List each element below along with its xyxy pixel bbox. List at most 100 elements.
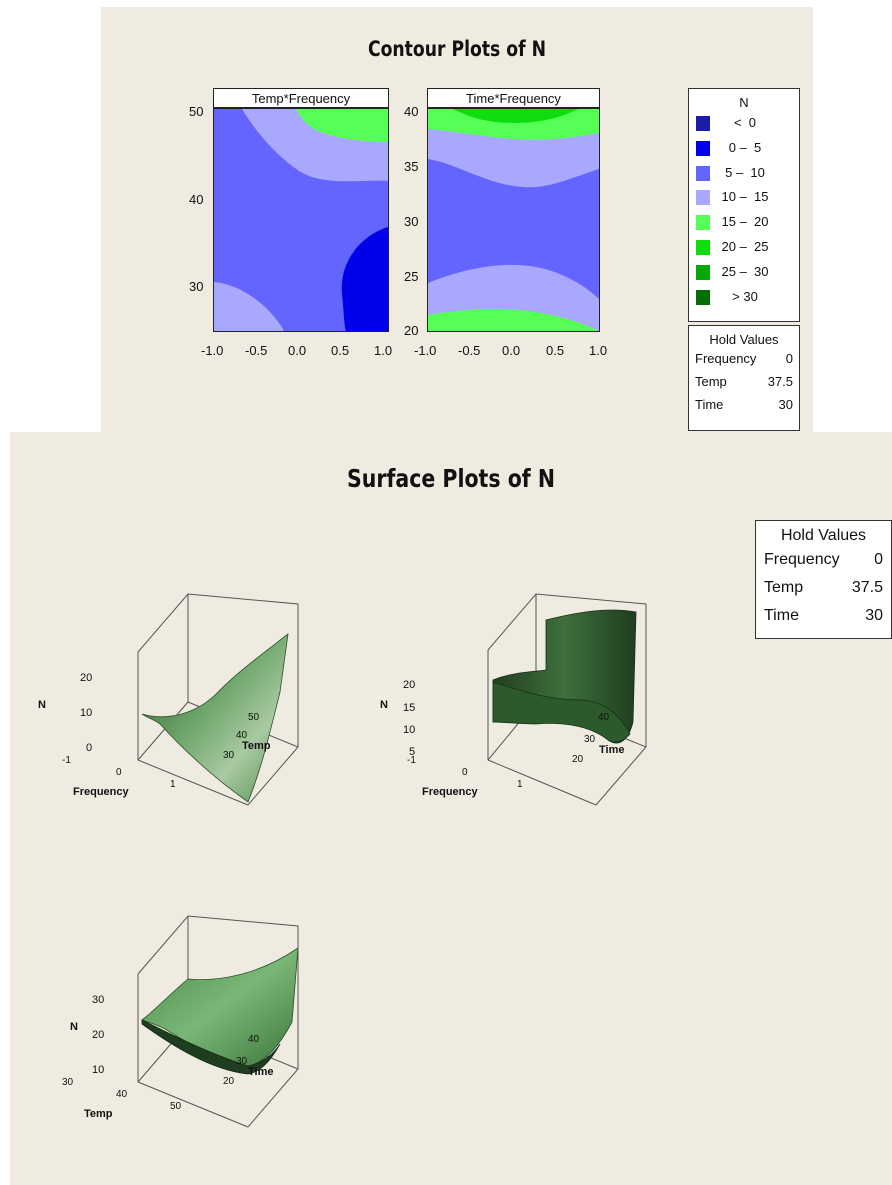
plot-strip-label: Time*Frequency	[427, 88, 600, 108]
legend-label: 20 – 25	[721, 238, 769, 254]
legend-item: 15 – 20	[689, 211, 799, 236]
hold-value-name: Temp	[695, 374, 727, 389]
y-tick-label: 35	[404, 159, 419, 174]
y-tick-label: 25	[404, 269, 419, 284]
contour-region-15-20-bottom	[428, 308, 599, 331]
hold-value-row: Frequency 0	[695, 351, 793, 374]
legend-swatch	[696, 116, 710, 131]
x-tick-label: -0.5	[458, 343, 481, 358]
z-axis-label: N	[380, 699, 388, 711]
surface-axes-box	[487, 593, 647, 806]
z-tick-label: 5	[409, 746, 416, 758]
hold-value-name: Frequency	[695, 351, 757, 366]
y-tick-label: 30	[404, 214, 419, 229]
contour-plot-area	[213, 108, 389, 332]
x-tick-label: -1.0	[414, 343, 437, 358]
y-tick-label: 30	[223, 750, 235, 761]
contour-plot-area	[427, 108, 600, 332]
z-tick-label: 20	[80, 672, 93, 684]
y-tick-label: 20	[223, 1076, 235, 1087]
z-tick-label: 20	[403, 679, 416, 691]
z-tick-label: 10	[92, 1064, 105, 1076]
x-tick-label: 0.5	[331, 343, 350, 358]
z-tick-label: 10	[80, 707, 93, 719]
surface-plot-temp-time: 30 20 10 N 30 40 50 Temp 40 30 20 Time	[62, 894, 370, 1144]
x-tick-label: 0	[462, 767, 468, 778]
y-axis-label: Time	[248, 1066, 274, 1078]
hold-value-row: Time 30	[695, 397, 793, 420]
surface-plot-frequency-temp: 20 10 0 N -1 0 1 Frequency 50 40 30 Temp	[38, 572, 370, 822]
hold-value-row: Temp 37.5	[695, 374, 793, 397]
hold-value-name: Time	[764, 607, 799, 624]
legend-items: < 0 0 – 5 5 – 10 10 – 15 15 – 20 20 – 25…	[689, 112, 799, 310]
legend-swatch	[696, 289, 710, 305]
x-tick-label: 30	[62, 1077, 74, 1088]
legend-label: 10 – 15	[721, 189, 769, 205]
surface-svg	[487, 593, 647, 806]
surface-mesh	[141, 947, 299, 1067]
hold-value-name: Time	[695, 397, 724, 412]
y-tick-label: 40	[236, 730, 248, 741]
legend-swatch	[696, 239, 710, 255]
hold-value-value: 30	[865, 607, 883, 624]
x-tick-label: 0.0	[288, 343, 307, 358]
hold-value-name: Temp	[764, 579, 804, 596]
surface-hold-values: Hold Values Frequency 0 Temp 37.5 Time 30	[755, 520, 892, 639]
z-axis-label: N	[38, 699, 46, 711]
y-axis-label: Time	[599, 744, 625, 756]
legend-swatch	[696, 190, 710, 206]
hold-value-value: 0	[785, 351, 793, 366]
hold-value-value: 37.5	[851, 579, 883, 596]
x-tick-label: 0.5	[546, 343, 565, 358]
hold-value-value: 0	[874, 551, 883, 568]
contour-region-20-25	[453, 109, 578, 123]
legend-swatch	[696, 264, 710, 280]
y-tick-label: 30	[236, 1056, 248, 1067]
x-tick-label: 1	[517, 779, 523, 790]
contour-plot-temp-frequency: Temp*Frequency	[213, 88, 389, 332]
hold-value-value: 37.5	[767, 374, 793, 389]
x-axis-label: Frequency	[73, 786, 129, 798]
surface-svg	[137, 915, 299, 1128]
surface-title: Surface Plots of N	[347, 464, 555, 493]
hold-value-row: Time 30	[764, 607, 883, 635]
y-tick-label: 50	[248, 712, 260, 723]
contour-svg	[214, 109, 388, 331]
legend-item: 20 – 25	[689, 236, 799, 261]
x-tick-label: -0.5	[245, 343, 268, 358]
legend-label: 25 – 30	[721, 263, 769, 279]
surface-mesh-front	[492, 681, 631, 743]
x-tick-label: -1	[62, 755, 71, 766]
hold-values-title: Hold Values	[709, 332, 779, 347]
contour-hold-values: Hold Values Frequency 0 Temp 37.5 Time 30	[688, 325, 800, 431]
contour-legend: N < 0 0 – 5 5 – 10 10 – 15 15 – 20 20 – …	[688, 88, 800, 322]
y-tick-label: 50	[189, 104, 204, 119]
surface-plot-frequency-time: 20 15 10 5 N -1 0 1 Frequency 40 30 20 T…	[380, 572, 718, 822]
y-tick-label: 40	[404, 104, 419, 119]
z-tick-label: 20	[92, 1029, 105, 1041]
legend-swatch	[696, 215, 710, 231]
hold-value-row: Frequency 0	[764, 551, 883, 579]
legend-label: > 30	[732, 288, 758, 304]
contour-region-15-20	[296, 109, 388, 142]
legend-label: 15 – 20	[721, 214, 769, 230]
y-tick-label: 40	[189, 192, 204, 207]
legend-swatch	[696, 140, 710, 156]
y-axis-label: Temp	[242, 740, 271, 752]
x-tick-label: 0	[116, 767, 122, 778]
y-tick-label: 30	[189, 279, 204, 294]
x-tick-label: 1	[170, 779, 176, 790]
surface-panel: Surface Plots of N Hold Values Frequency…	[10, 432, 892, 1185]
x-tick-label: 0.0	[502, 343, 521, 358]
surface-mesh	[141, 633, 289, 803]
x-tick-label: -1	[407, 755, 416, 766]
hold-value-value: 30	[778, 397, 793, 412]
contour-region-10-15-bottom	[214, 282, 284, 331]
hold-value-row: Temp 37.5	[764, 579, 883, 607]
surface-mesh-front	[141, 1019, 281, 1075]
x-tick-label: 50	[170, 1101, 182, 1112]
legend-label: 0 – 5	[728, 139, 762, 155]
legend-item: 0 – 5	[689, 137, 799, 162]
x-axis-label: Frequency	[422, 786, 478, 798]
z-tick-label: 10	[403, 724, 416, 736]
